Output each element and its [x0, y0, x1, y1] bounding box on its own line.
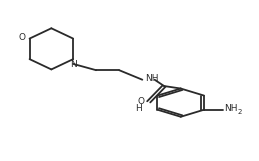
Text: O: O — [137, 97, 144, 106]
Text: NH: NH — [225, 104, 238, 113]
Text: 2: 2 — [238, 109, 242, 115]
Text: NH: NH — [145, 74, 158, 83]
Text: O: O — [19, 33, 26, 42]
Text: H: H — [136, 104, 142, 114]
Text: N: N — [70, 60, 76, 69]
